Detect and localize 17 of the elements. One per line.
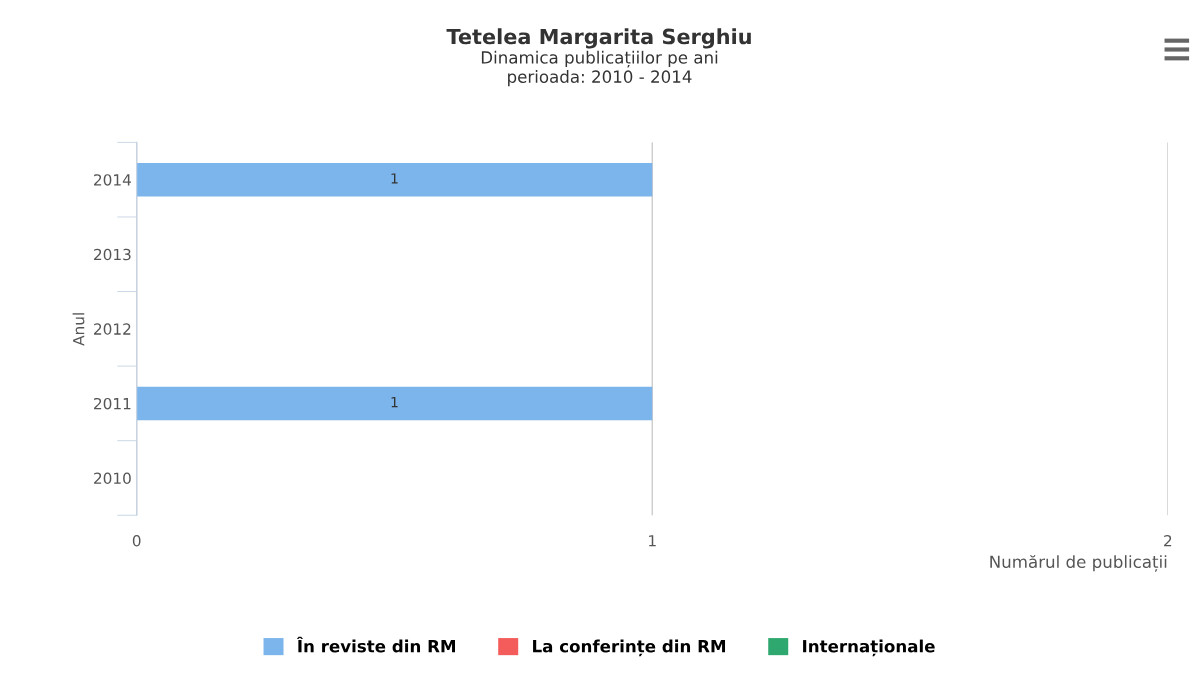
x-tick-label: 1 — [649, 535, 656, 547]
y-tick-label: 2011 — [94, 397, 131, 410]
legend-label: În reviste din RM — [296, 636, 455, 653]
legend-label: Internaționale — [803, 639, 935, 657]
data-label: 1 — [391, 397, 398, 408]
x-tick-label: 2 — [1164, 534, 1172, 547]
x-axis-title: Numărul de publicații — [990, 555, 1167, 572]
chart-title: Tetelea Margarita Serghiu — [446, 28, 751, 49]
legend-label: La conferințe din RM — [533, 639, 726, 657]
chart-subtitle: Dinamica publicațiilor pe ani perioada: 2010 - 2014 — [481, 50, 718, 87]
y-axis-title: Anul — [72, 313, 85, 346]
y-tick-label: 2014 — [94, 174, 131, 186]
y-tick-label: 2012 — [94, 323, 131, 335]
y-tick-label: 2013 — [94, 248, 131, 261]
y-tick-label: 2010 — [94, 472, 131, 485]
data-label: 1 — [391, 173, 398, 184]
x-tick-label: 0 — [132, 534, 141, 547]
